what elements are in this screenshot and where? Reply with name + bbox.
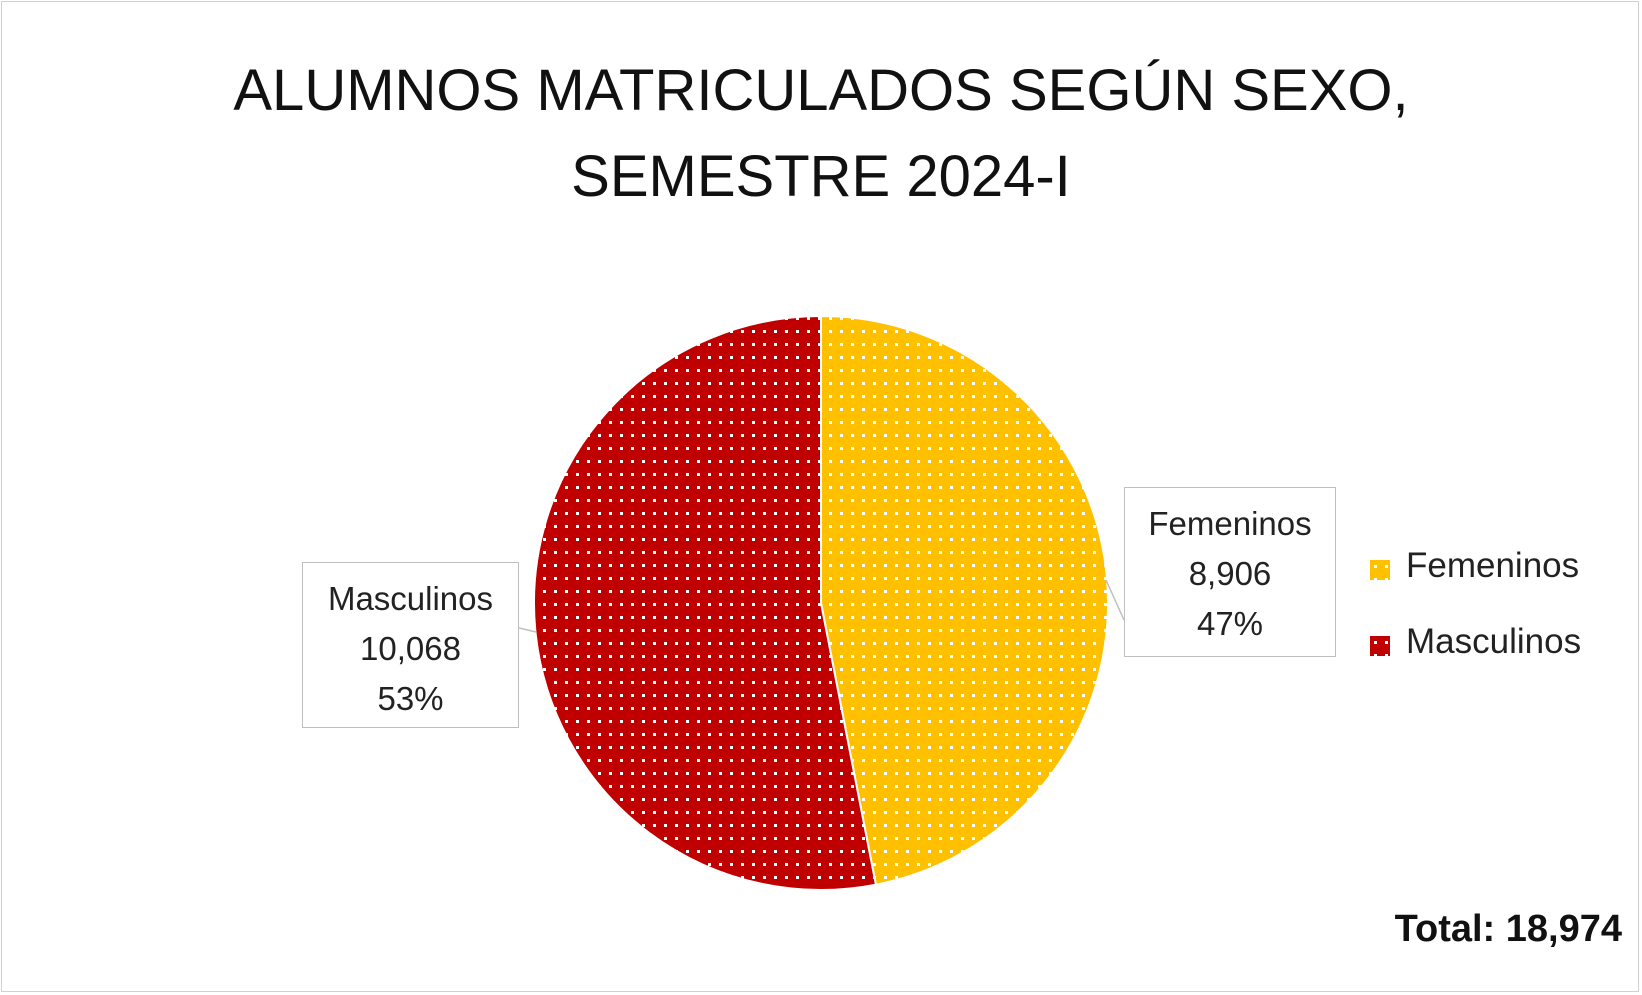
masculinos-label-name: Masculinos	[327, 580, 494, 617]
legend-label-femeninos: Femeninos	[1406, 546, 1580, 585]
femeninos-label-percent: 47%	[1196, 605, 1264, 642]
chart-title: ALUMNOS MATRICULADOS SEGÚN SEXO, SEMESTR…	[0, 48, 1642, 220]
chart-title-line-1: ALUMNOS MATRICULADOS SEGÚN SEXO,	[233, 58, 1409, 123]
masculinos-slice	[533, 314, 878, 891]
pie-slices	[533, 314, 1110, 891]
legend-label-masculinos: Masculinos	[1406, 622, 1582, 661]
chart-title-line-2: SEMESTRE 2024-I	[571, 144, 1071, 209]
legend-swatch-femeninos-fill	[1370, 560, 1390, 580]
masculinos-label-value: 10,068	[360, 630, 461, 667]
masculinos-leader-line	[518, 627, 537, 633]
femeninos-leader-line	[1105, 579, 1125, 621]
legend-swatch-masculinos-fill	[1370, 636, 1390, 656]
femeninos-slice	[820, 314, 1110, 886]
legend-swatch-femeninos	[1370, 560, 1390, 580]
femeninos-data-label: Femeninos 8,906 47%	[1124, 487, 1336, 657]
legend-swatch-masculinos	[1370, 636, 1390, 656]
callout-leaders	[518, 579, 1125, 633]
femeninos-label-name: Femeninos	[1148, 505, 1312, 542]
masculinos-label-percent: 53%	[377, 680, 444, 717]
masculinos-data-label: Masculinos 10,068 53%	[302, 562, 519, 728]
total-label: Total: 18,974	[1394, 908, 1622, 950]
femeninos-label-value: 8,906	[1188, 555, 1272, 592]
